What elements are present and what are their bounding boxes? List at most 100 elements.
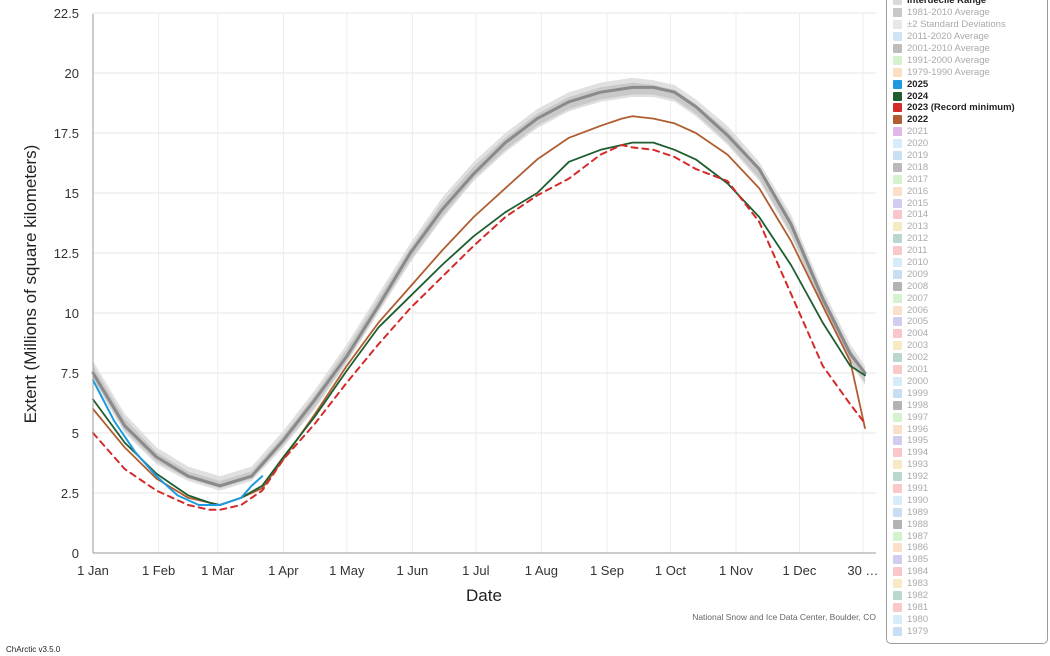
legend-item-2012[interactable]: 2012 [887, 233, 1047, 245]
y-tick-label: 7.5 [61, 366, 79, 381]
legend-item-1992[interactable]: 1992 [887, 471, 1047, 483]
legend-swatch [893, 353, 902, 363]
legend-item-2023-record-minimum[interactable]: 2023 (Record minimum) [887, 102, 1047, 114]
legend-swatch [893, 115, 902, 125]
legend-label: 2004 [907, 328, 929, 340]
legend-item-1981-2010-average[interactable]: 1981-2010 Average [887, 7, 1047, 19]
legend-label: 1979-1990 Average [907, 66, 990, 78]
legend-label: 1986 [907, 542, 929, 554]
legend-item-1984[interactable]: 1984 [887, 566, 1047, 578]
legend-swatch [893, 341, 902, 351]
legend-item-1993[interactable]: 1993 [887, 459, 1047, 471]
legend-label: 1982 [907, 589, 929, 601]
x-tick-labels: 1 Jan 1 Feb 1 Mar 1 Apr 1 May 1 Jun 1 Jul 1 Aug… [77, 563, 878, 578]
legend-item-2002[interactable]: 2002 [887, 352, 1047, 364]
legend-item-2022[interactable]: 2022 [887, 114, 1047, 126]
legend-item-1987[interactable]: 1987 [887, 530, 1047, 542]
legend-swatch [893, 365, 902, 375]
legend-item-2015[interactable]: 2015 [887, 197, 1047, 209]
legend-item-1991[interactable]: 1991 [887, 483, 1047, 495]
legend-label: 2015 [907, 197, 929, 209]
legend-swatch [893, 79, 902, 89]
extent-chart: 0 2.5 5 7.5 10 12.5 15 17.5 20 22.5 1 Jan 1 Feb 1 M… [21, 6, 878, 622]
legend-item-1981[interactable]: 1981 [887, 601, 1047, 613]
legend-item-2003[interactable]: 2003 [887, 340, 1047, 352]
credit-text: National Snow and Ice Data Center, Bould… [692, 612, 876, 622]
legend-item-1983[interactable]: 1983 [887, 578, 1047, 590]
legend-label: 1992 [907, 471, 929, 483]
legend-label: 2002 [907, 352, 929, 364]
legend-item-1985[interactable]: 1985 [887, 554, 1047, 566]
legend-label: 2022 [907, 114, 929, 126]
legend-item-2016[interactable]: 2016 [887, 185, 1047, 197]
legend-item-2-standard-deviations[interactable]: ±2 Standard Deviations [887, 19, 1047, 31]
legend-swatch [893, 32, 902, 42]
legend-item-1991-2000-average[interactable]: 1991-2000 Average [887, 54, 1047, 66]
legend-item-2010[interactable]: 2010 [887, 257, 1047, 269]
legend-swatch [893, 531, 902, 541]
legend-item-2014[interactable]: 2014 [887, 209, 1047, 221]
legend-label: 1993 [907, 459, 929, 471]
legend-item-1990[interactable]: 1990 [887, 494, 1047, 506]
legend-swatch [893, 376, 902, 386]
legend-label: 1979 [907, 625, 929, 637]
legend-item-2021[interactable]: 2021 [887, 126, 1047, 138]
legend-swatch [893, 448, 902, 458]
legend-item-2001-2010-average[interactable]: 2001-2010 Average [887, 43, 1047, 55]
legend-item-2017[interactable]: 2017 [887, 173, 1047, 185]
legend-item-interdecile-range[interactable]: Interdecile Range [887, 0, 1047, 7]
legend-swatch [893, 91, 902, 101]
interdecile-range-band [93, 77, 865, 491]
legend-item-2006[interactable]: 2006 [887, 304, 1047, 316]
legend-item-2011[interactable]: 2011 [887, 245, 1047, 257]
legend-item-2024[interactable]: 2024 [887, 90, 1047, 102]
legend-swatch [893, 222, 902, 232]
legend-item-2020[interactable]: 2020 [887, 138, 1047, 150]
legend-swatch [893, 495, 902, 505]
legend-item-1979[interactable]: 1979 [887, 625, 1047, 637]
legend-label: 2000 [907, 375, 929, 387]
legend-item-2009[interactable]: 2009 [887, 268, 1047, 280]
legend-item-1998[interactable]: 1998 [887, 399, 1047, 411]
legend-label: 1985 [907, 554, 929, 566]
legend-swatch [893, 55, 902, 65]
legend-item-1980[interactable]: 1980 [887, 613, 1047, 625]
legend-item-2007[interactable]: 2007 [887, 292, 1047, 304]
legend-item-1979-1990-average[interactable]: 1979-1990 Average [887, 66, 1047, 78]
legend-item-2004[interactable]: 2004 [887, 328, 1047, 340]
legend-item-2008[interactable]: 2008 [887, 280, 1047, 292]
legend-item-1989[interactable]: 1989 [887, 506, 1047, 518]
legend-item-2000[interactable]: 2000 [887, 376, 1047, 388]
legend-swatch [893, 412, 902, 422]
legend-label: 2016 [907, 185, 929, 197]
legend-item-1986[interactable]: 1986 [887, 542, 1047, 554]
legend-label: 2018 [907, 161, 929, 173]
legend-swatch [893, 258, 902, 268]
x-axis-title: Date [466, 586, 502, 605]
legend-item-1995[interactable]: 1995 [887, 435, 1047, 447]
legend-item-1982[interactable]: 1982 [887, 590, 1047, 602]
legend-swatch [893, 162, 902, 172]
y-tick-label: 5 [72, 426, 79, 441]
legend-item-2018[interactable]: 2018 [887, 161, 1047, 173]
legend-item-2001[interactable]: 2001 [887, 364, 1047, 376]
legend-item-1999[interactable]: 1999 [887, 387, 1047, 399]
legend-label: 2005 [907, 316, 929, 328]
x-tick-label: 1 Mar [201, 563, 235, 578]
legend-label: 1991-2000 Average [907, 54, 990, 66]
legend-item-1997[interactable]: 1997 [887, 411, 1047, 423]
legend-item-2011-2020-average[interactable]: 2011-2020 Average [887, 31, 1047, 43]
legend-swatch [893, 424, 902, 434]
legend-item-2019[interactable]: 2019 [887, 150, 1047, 162]
legend-item-2005[interactable]: 2005 [887, 316, 1047, 328]
x-tick-label: 30 … [847, 563, 878, 578]
legend-swatch [893, 127, 902, 137]
legend-swatch [893, 400, 902, 410]
legend-item-2013[interactable]: 2013 [887, 221, 1047, 233]
legend-item-2025[interactable]: 2025 [887, 78, 1047, 90]
2-standard-deviations-band [93, 82, 865, 489]
legend-item-1988[interactable]: 1988 [887, 518, 1047, 530]
legend-item-1996[interactable]: 1996 [887, 423, 1047, 435]
legend-item-1994[interactable]: 1994 [887, 447, 1047, 459]
legend-swatch [893, 103, 902, 113]
